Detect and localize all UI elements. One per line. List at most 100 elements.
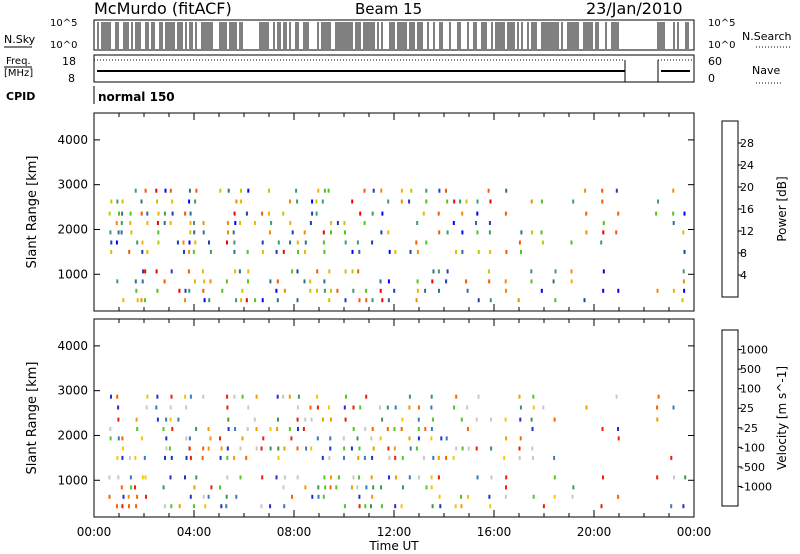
range-cell — [657, 394, 660, 399]
range-cell — [192, 249, 195, 254]
range-cell — [370, 475, 373, 480]
time-tick-label: 00:00 — [77, 525, 112, 539]
colorbar-tick-label: -100 — [740, 441, 765, 454]
range-cell — [296, 199, 299, 204]
range-cell — [488, 269, 490, 274]
range-cell — [371, 427, 374, 431]
range-cell — [520, 230, 523, 235]
range-cell — [122, 494, 125, 499]
range-cell — [140, 211, 143, 216]
range-cell — [344, 230, 346, 235]
range-cell — [460, 504, 463, 509]
range-cell — [220, 504, 223, 509]
range-cell — [115, 240, 118, 245]
range-cell — [188, 436, 191, 441]
freq-left-tick-bottom: 8 — [68, 72, 75, 85]
range-cell — [185, 436, 188, 441]
range-cell — [490, 417, 492, 422]
range-cell — [203, 298, 206, 303]
range-cell — [219, 188, 222, 193]
range-cell — [359, 405, 362, 410]
range-cell — [226, 394, 229, 399]
freq-right-tick-bottom: 0 — [708, 72, 715, 85]
range-cell — [165, 436, 168, 441]
range-cell — [490, 475, 493, 480]
range-cell — [235, 298, 238, 303]
range-cell — [270, 221, 273, 225]
range-cell — [310, 417, 313, 422]
range-cell — [296, 240, 299, 245]
range-cell — [488, 279, 491, 284]
range-cell — [424, 288, 427, 293]
range-cell — [241, 288, 244, 293]
range-cell — [476, 475, 479, 480]
range-cell — [195, 427, 198, 431]
freq-strip-frame — [93, 54, 695, 83]
time-tick-label: 12:00 — [377, 525, 412, 539]
range-cell — [357, 455, 360, 460]
range-cell — [488, 230, 491, 235]
range-cell — [155, 405, 158, 410]
range-cell — [656, 288, 659, 293]
range-cell — [602, 475, 604, 480]
range-cell — [615, 394, 618, 399]
range-cell — [572, 199, 575, 204]
range-cell — [572, 485, 575, 490]
noise-strip: 10^5 10^0 10^5 10^0 — [50, 18, 735, 51]
range-cell — [156, 417, 159, 422]
range-cell — [193, 504, 196, 509]
range-cell — [135, 504, 138, 509]
range-cell — [121, 211, 124, 216]
range-cell — [344, 240, 347, 245]
range-cell — [291, 494, 293, 499]
range-cell — [276, 427, 279, 431]
range-cell — [208, 298, 211, 303]
range-cell — [371, 211, 374, 216]
range-cell — [246, 427, 249, 431]
range-cell — [219, 485, 221, 490]
range-cell — [370, 436, 373, 441]
range-cell — [155, 188, 158, 193]
range-cell — [146, 211, 149, 216]
range-cell — [146, 249, 149, 254]
range-cell — [225, 279, 228, 284]
range-cell — [358, 494, 361, 499]
range-cell — [233, 211, 236, 216]
range-cell — [453, 405, 455, 410]
range-cell — [207, 446, 210, 451]
time-tick-label: 20:00 — [577, 525, 612, 539]
range-cell — [302, 427, 305, 431]
range-cell — [395, 475, 397, 480]
range-cell — [315, 211, 318, 216]
range-cell — [452, 455, 455, 460]
range-cell — [225, 504, 228, 509]
range-cell — [380, 485, 382, 490]
range-cell — [283, 504, 286, 509]
range-cell — [323, 188, 326, 193]
range-cell — [430, 427, 433, 431]
range-cell — [489, 249, 492, 254]
range-cell — [171, 211, 174, 216]
range-cell — [146, 221, 149, 225]
range-cell — [600, 504, 603, 509]
range-cell — [381, 417, 384, 422]
range-cell — [461, 446, 464, 451]
range-cell — [146, 394, 149, 399]
range-cell — [276, 279, 279, 284]
range-cell — [370, 504, 372, 509]
range-cell — [269, 446, 272, 451]
range-cell — [387, 298, 390, 303]
range-cell — [136, 427, 139, 431]
range-cell — [109, 436, 112, 441]
range-cell — [417, 427, 420, 431]
range-cell — [345, 394, 347, 399]
range-cell — [288, 394, 291, 399]
y-tick-label: 4000 — [57, 339, 88, 353]
range-cell — [309, 279, 312, 284]
range-cell — [187, 269, 190, 274]
colorbar-tick-label: 100 — [740, 383, 761, 396]
cpid-label: CPID — [6, 90, 35, 103]
range-cell — [329, 288, 332, 293]
range-cell — [227, 230, 229, 235]
range-cell — [388, 249, 391, 254]
